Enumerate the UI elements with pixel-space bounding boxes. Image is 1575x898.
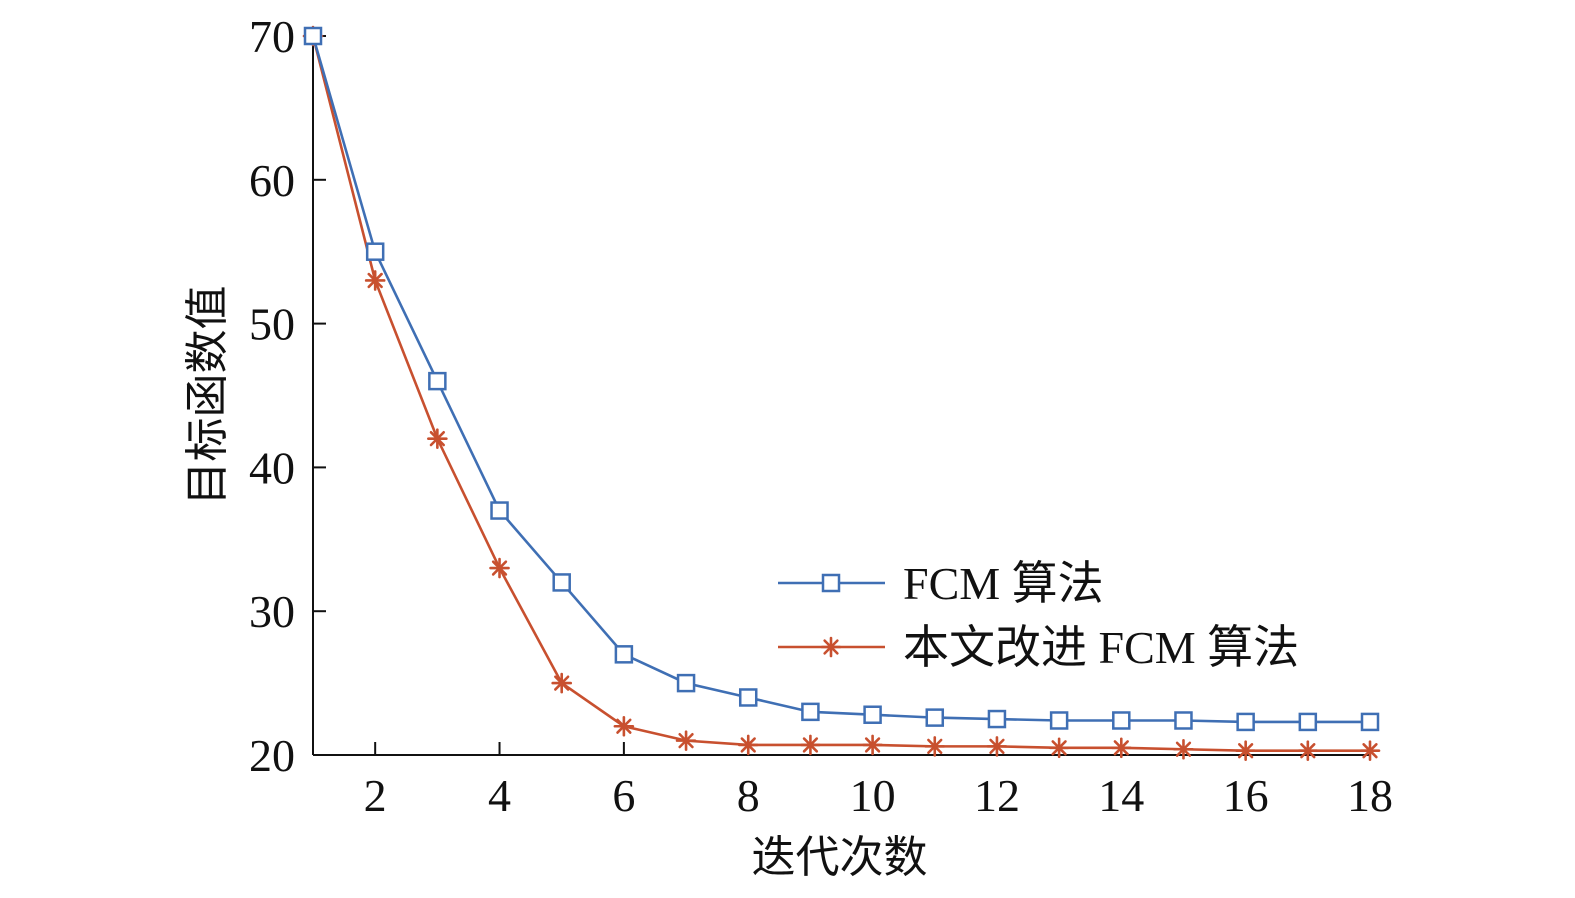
data-point-square bbox=[1174, 711, 1193, 730]
data-point-square bbox=[925, 708, 945, 727]
data-point-asterisk bbox=[986, 736, 1008, 757]
series-1 bbox=[302, 25, 1381, 761]
x-tick-label: 14 bbox=[1098, 770, 1144, 821]
series-line bbox=[311, 35, 1370, 724]
data-point-asterisk bbox=[613, 715, 635, 737]
y-tick-label: 60 bbox=[249, 155, 295, 206]
data-point-square bbox=[1360, 712, 1380, 732]
x-tick-label: 4 bbox=[488, 770, 511, 821]
data-point-asterisk bbox=[1359, 740, 1381, 761]
legend-item-improved-fcm: 本文改进 FCM 算法 bbox=[778, 622, 1299, 673]
data-point-square bbox=[303, 26, 323, 46]
x-tick-label: 18 bbox=[1347, 770, 1393, 821]
y-tick-label: 40 bbox=[249, 442, 295, 493]
y-axis-title: 目标函数值 bbox=[182, 286, 233, 506]
x-tick-label: 16 bbox=[1223, 770, 1269, 821]
data-point-square bbox=[738, 688, 758, 707]
y-tick-label: 20 bbox=[249, 730, 295, 781]
legend-label-fcm: FCM 算法 bbox=[903, 558, 1104, 609]
data-point-asterisk bbox=[1297, 740, 1319, 761]
data-point-square bbox=[428, 371, 447, 391]
data-point-square bbox=[676, 673, 696, 693]
data-point-asterisk bbox=[1235, 740, 1256, 761]
data-point-asterisk bbox=[1048, 737, 1070, 759]
data-point-asterisk bbox=[862, 734, 883, 756]
data-point-asterisk bbox=[675, 730, 697, 751]
data-point-square bbox=[1298, 712, 1318, 732]
legend-item-fcm: FCM 算法 bbox=[778, 558, 1104, 609]
series-layer bbox=[302, 25, 1381, 761]
legend-marker-asterisk-icon bbox=[820, 636, 842, 658]
data-point-asterisk bbox=[924, 736, 946, 757]
y-tick-label: 50 bbox=[249, 299, 295, 350]
data-point-asterisk bbox=[489, 557, 510, 579]
data-point-asterisk bbox=[551, 672, 573, 694]
series-line bbox=[311, 35, 1370, 752]
x-tick-label: 6 bbox=[612, 770, 635, 821]
data-point-square bbox=[552, 573, 571, 592]
data-point-square bbox=[987, 709, 1007, 729]
data-point-asterisk bbox=[427, 428, 448, 449]
x-axis-title: 迭代次数 bbox=[752, 832, 928, 883]
x-tick-label: 12 bbox=[974, 770, 1020, 821]
legend-label-improved-fcm: 本文改进 FCM 算法 bbox=[903, 622, 1299, 673]
legend: FCM 算法 本文改进 FCM 算法 bbox=[778, 558, 1299, 673]
data-point-square bbox=[614, 645, 634, 664]
y-tick-label: 30 bbox=[249, 586, 295, 637]
data-point-asterisk bbox=[1110, 737, 1132, 759]
data-point-square bbox=[1112, 711, 1131, 730]
data-point-square bbox=[1049, 711, 1069, 730]
legend-marker-square-icon bbox=[821, 573, 841, 593]
y-tick-label: 70 bbox=[249, 11, 295, 62]
data-point-asterisk bbox=[364, 270, 386, 291]
data-point-square bbox=[490, 501, 509, 520]
data-point-asterisk bbox=[1173, 738, 1194, 760]
x-tick-label: 2 bbox=[364, 770, 387, 821]
data-point-square bbox=[801, 702, 820, 722]
data-point-square bbox=[863, 705, 882, 724]
data-point-asterisk bbox=[800, 734, 821, 756]
x-tick-label: 8 bbox=[737, 770, 760, 821]
series-0 bbox=[303, 26, 1380, 732]
x-tick-label: 10 bbox=[850, 770, 896, 821]
axes bbox=[312, 36, 1370, 756]
data-point-square bbox=[365, 242, 385, 261]
data-point-asterisk bbox=[737, 734, 759, 756]
ticks: 2 4 6 8 10 12 14 16 18 20 30 40 50 60 70 bbox=[249, 11, 1393, 821]
data-point-square bbox=[1236, 712, 1255, 732]
